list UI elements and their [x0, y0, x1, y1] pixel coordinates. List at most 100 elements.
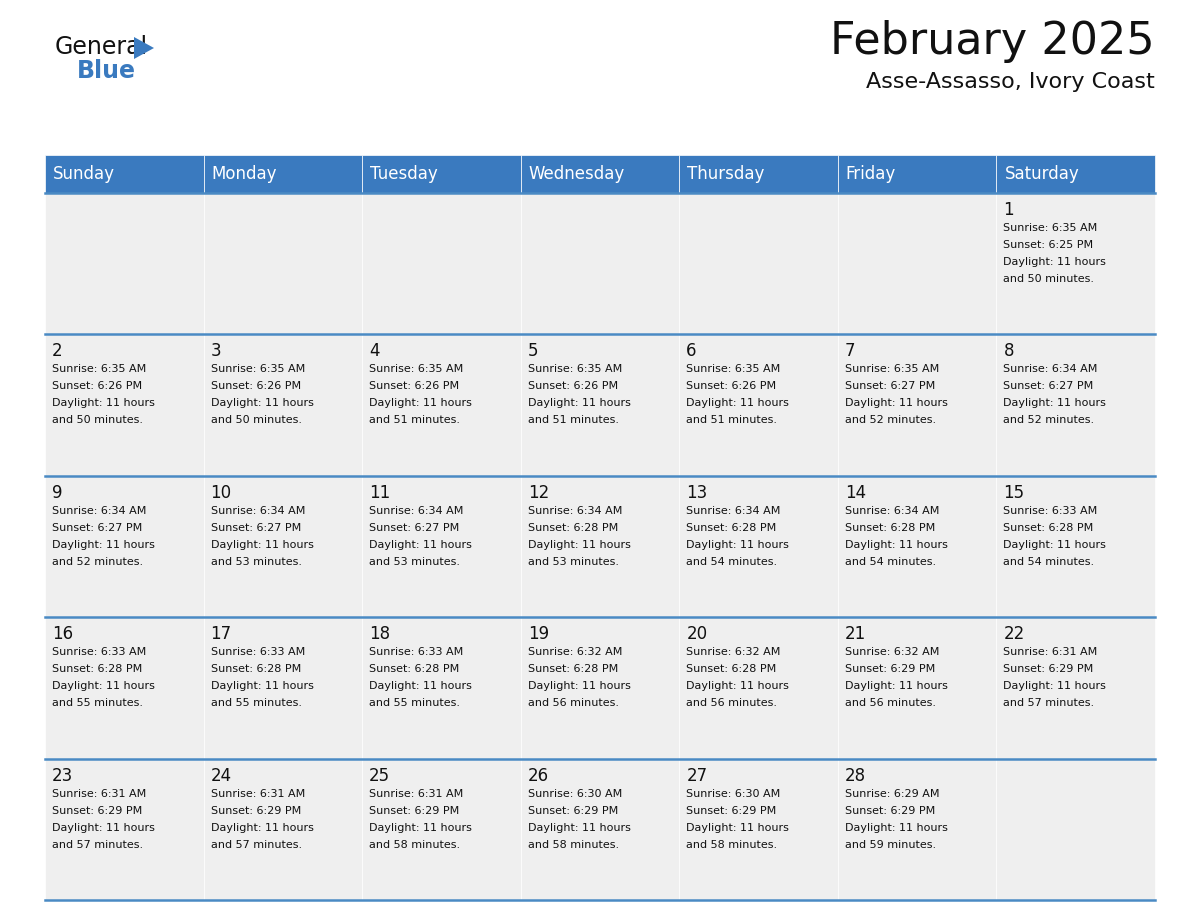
Text: 12: 12 [527, 484, 549, 502]
Text: Sunset: 6:27 PM: Sunset: 6:27 PM [210, 522, 301, 532]
Text: Sunrise: 6:35 AM: Sunrise: 6:35 AM [527, 364, 623, 375]
Bar [203, 758, 362, 900]
Text: Daylight: 11 hours: Daylight: 11 hours [527, 398, 631, 409]
Text: and 59 minutes.: and 59 minutes. [845, 840, 936, 849]
Text: 13: 13 [687, 484, 708, 502]
Text: 22: 22 [1004, 625, 1025, 644]
Text: Asse-Assasso, Ivory Coast: Asse-Assasso, Ivory Coast [866, 72, 1155, 92]
Text: and 53 minutes.: and 53 minutes. [527, 557, 619, 566]
Text: 2: 2 [52, 342, 63, 361]
Text: Thursday: Thursday [688, 165, 765, 183]
Text: Sunrise: 6:31 AM: Sunrise: 6:31 AM [369, 789, 463, 799]
Bar [520, 476, 680, 617]
Bar [680, 758, 838, 900]
Text: Sunset: 6:28 PM: Sunset: 6:28 PM [845, 522, 935, 532]
Text: Sunrise: 6:33 AM: Sunrise: 6:33 AM [369, 647, 463, 657]
Text: and 50 minutes.: and 50 minutes. [210, 416, 302, 425]
Text: Sunrise: 6:35 AM: Sunrise: 6:35 AM [1004, 223, 1098, 233]
Text: 27: 27 [687, 767, 707, 785]
Text: 26: 26 [527, 767, 549, 785]
Text: Sunset: 6:27 PM: Sunset: 6:27 PM [52, 522, 143, 532]
Text: Daylight: 11 hours: Daylight: 11 hours [52, 398, 154, 409]
Text: Sunrise: 6:34 AM: Sunrise: 6:34 AM [687, 506, 781, 516]
Text: Daylight: 11 hours: Daylight: 11 hours [687, 823, 789, 833]
Text: Sunset: 6:27 PM: Sunset: 6:27 PM [845, 381, 935, 391]
Text: Sunset: 6:28 PM: Sunset: 6:28 PM [52, 665, 143, 674]
Bar [45, 617, 203, 758]
Text: 4: 4 [369, 342, 380, 361]
Text: Saturday: Saturday [1004, 165, 1079, 183]
Text: and 52 minutes.: and 52 minutes. [1004, 416, 1094, 425]
Text: Daylight: 11 hours: Daylight: 11 hours [527, 681, 631, 691]
Text: Sunset: 6:28 PM: Sunset: 6:28 PM [210, 665, 301, 674]
Text: Sunset: 6:29 PM: Sunset: 6:29 PM [527, 806, 618, 815]
Text: and 54 minutes.: and 54 minutes. [845, 557, 936, 566]
Bar [45, 758, 203, 900]
Text: and 54 minutes.: and 54 minutes. [1004, 557, 1094, 566]
Text: and 56 minutes.: and 56 minutes. [845, 699, 936, 708]
Text: Sunrise: 6:35 AM: Sunrise: 6:35 AM [687, 364, 781, 375]
Text: Sunset: 6:26 PM: Sunset: 6:26 PM [210, 381, 301, 391]
Text: Daylight: 11 hours: Daylight: 11 hours [52, 540, 154, 550]
Text: Sunset: 6:26 PM: Sunset: 6:26 PM [52, 381, 143, 391]
Text: and 57 minutes.: and 57 minutes. [52, 840, 143, 849]
Text: Sunrise: 6:33 AM: Sunrise: 6:33 AM [1004, 506, 1098, 516]
Text: 6: 6 [687, 342, 697, 361]
Text: Sunset: 6:25 PM: Sunset: 6:25 PM [1004, 240, 1093, 250]
Text: Sunset: 6:28 PM: Sunset: 6:28 PM [369, 665, 460, 674]
Text: Wednesday: Wednesday [529, 165, 625, 183]
Text: Sunset: 6:27 PM: Sunset: 6:27 PM [1004, 381, 1094, 391]
Text: Daylight: 11 hours: Daylight: 11 hours [1004, 257, 1106, 267]
Text: Sunrise: 6:35 AM: Sunrise: 6:35 AM [369, 364, 463, 375]
Text: Sunrise: 6:33 AM: Sunrise: 6:33 AM [52, 647, 146, 657]
Bar [362, 758, 520, 900]
Bar [362, 617, 520, 758]
Text: Sunrise: 6:34 AM: Sunrise: 6:34 AM [845, 506, 940, 516]
Text: and 58 minutes.: and 58 minutes. [369, 840, 460, 849]
Text: Sunrise: 6:32 AM: Sunrise: 6:32 AM [687, 647, 781, 657]
Text: and 51 minutes.: and 51 minutes. [369, 416, 460, 425]
Text: 11: 11 [369, 484, 391, 502]
Text: Sunset: 6:28 PM: Sunset: 6:28 PM [687, 522, 777, 532]
Bar [997, 617, 1155, 758]
Text: and 51 minutes.: and 51 minutes. [527, 416, 619, 425]
Text: 14: 14 [845, 484, 866, 502]
Text: 28: 28 [845, 767, 866, 785]
Text: 25: 25 [369, 767, 391, 785]
Text: Sunrise: 6:30 AM: Sunrise: 6:30 AM [527, 789, 623, 799]
Text: Daylight: 11 hours: Daylight: 11 hours [210, 823, 314, 833]
Text: Sunset: 6:29 PM: Sunset: 6:29 PM [845, 806, 935, 815]
Text: 7: 7 [845, 342, 855, 361]
Text: Sunrise: 6:29 AM: Sunrise: 6:29 AM [845, 789, 940, 799]
Text: 19: 19 [527, 625, 549, 644]
Text: 17: 17 [210, 625, 232, 644]
Text: Sunrise: 6:32 AM: Sunrise: 6:32 AM [845, 647, 940, 657]
Text: Sunset: 6:29 PM: Sunset: 6:29 PM [845, 665, 935, 674]
Text: 8: 8 [1004, 342, 1013, 361]
Text: Sunset: 6:29 PM: Sunset: 6:29 PM [687, 806, 777, 815]
Bar [838, 334, 997, 476]
Bar [362, 155, 520, 193]
Text: 18: 18 [369, 625, 391, 644]
Text: Sunset: 6:29 PM: Sunset: 6:29 PM [210, 806, 301, 815]
Text: and 53 minutes.: and 53 minutes. [369, 557, 460, 566]
Text: Sunrise: 6:34 AM: Sunrise: 6:34 AM [527, 506, 623, 516]
Text: and 58 minutes.: and 58 minutes. [687, 840, 777, 849]
Bar [203, 476, 362, 617]
Text: and 53 minutes.: and 53 minutes. [210, 557, 302, 566]
Bar [362, 476, 520, 617]
Text: 9: 9 [52, 484, 63, 502]
Text: Daylight: 11 hours: Daylight: 11 hours [1004, 398, 1106, 409]
Text: and 58 minutes.: and 58 minutes. [527, 840, 619, 849]
Bar [838, 476, 997, 617]
Bar [45, 193, 203, 334]
Bar [680, 476, 838, 617]
Text: Sunset: 6:28 PM: Sunset: 6:28 PM [527, 665, 618, 674]
Text: Friday: Friday [846, 165, 896, 183]
Text: Daylight: 11 hours: Daylight: 11 hours [52, 823, 154, 833]
Bar [520, 758, 680, 900]
Text: Daylight: 11 hours: Daylight: 11 hours [210, 681, 314, 691]
Text: Monday: Monday [211, 165, 277, 183]
Bar [203, 193, 362, 334]
Text: Daylight: 11 hours: Daylight: 11 hours [687, 398, 789, 409]
